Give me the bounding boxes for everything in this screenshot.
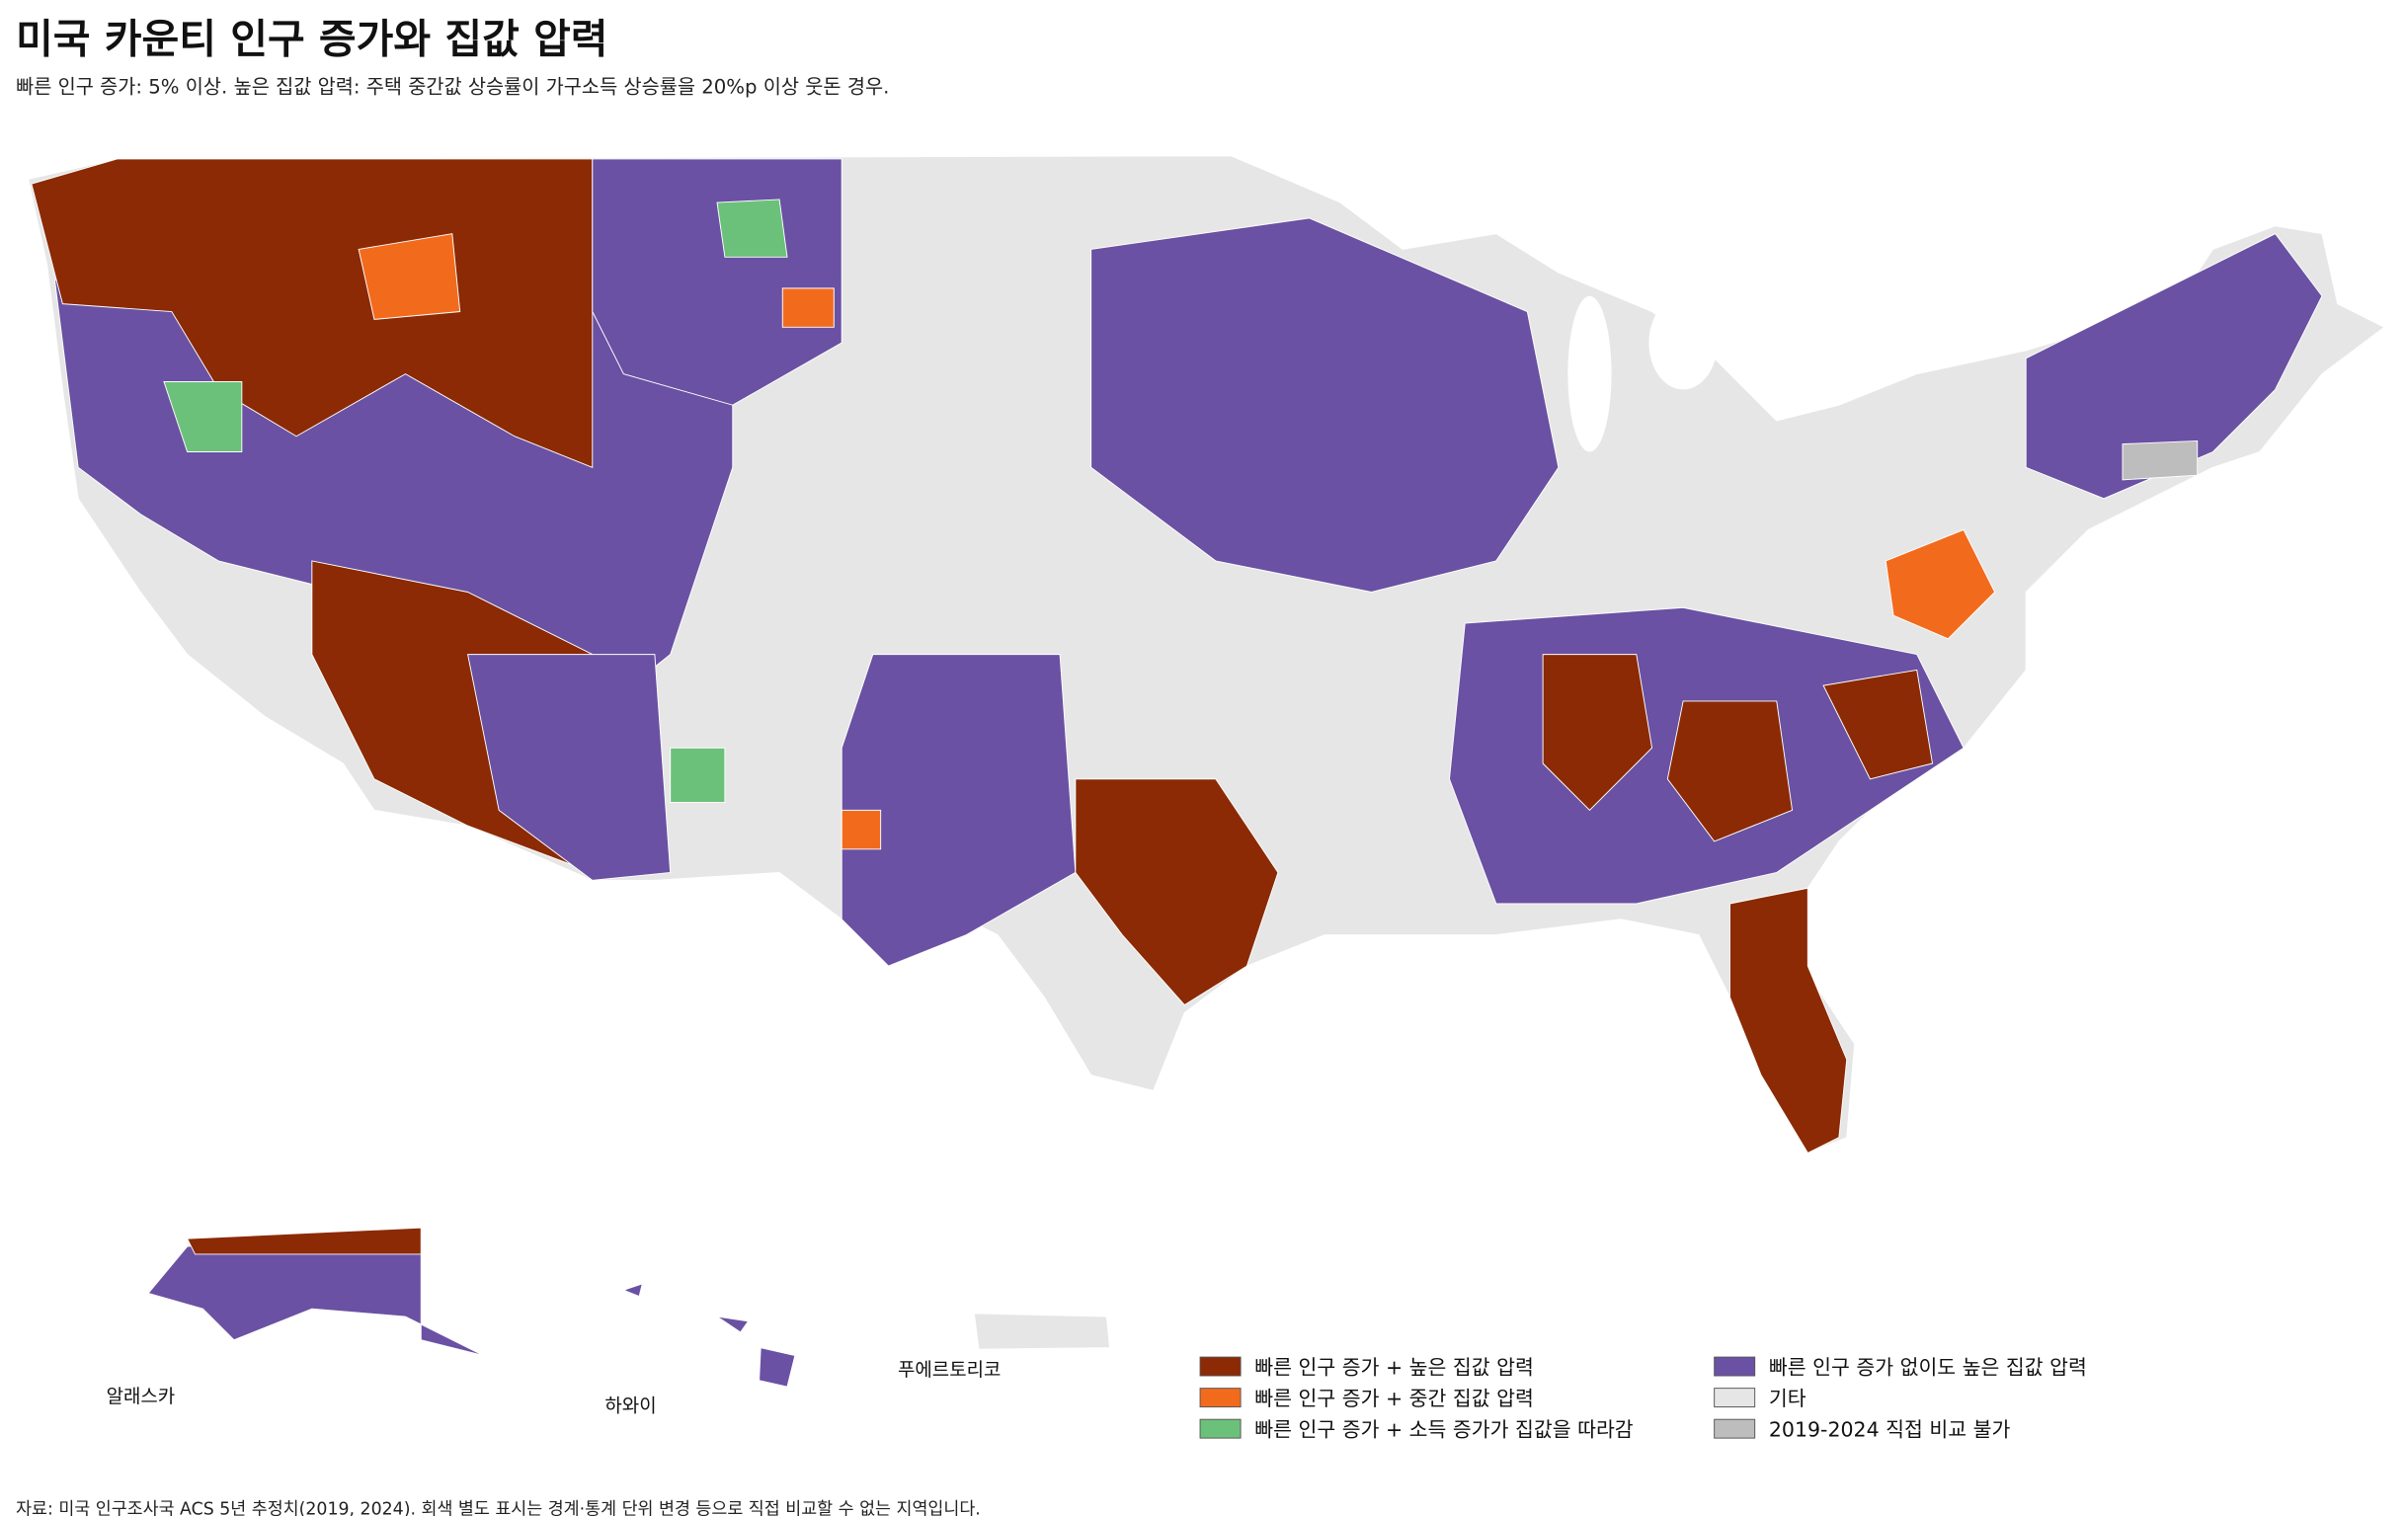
source: 자료: 미국 인구조사국 ACS 5년 추정치(2019, 2024). 회색 … [16, 1499, 981, 1516]
legend-swatch [1199, 1418, 1242, 1439]
puerto-rico [973, 1313, 1111, 1350]
us-map [28, 155, 2385, 1155]
region-florida [1728, 887, 1848, 1155]
region-midwest [1090, 217, 1560, 593]
legend-label: 빠른 인구 증가 + 중간 집값 압력 [1254, 1387, 1534, 1410]
legend-swatch [1714, 1356, 1756, 1377]
legend-label: 기타 [1769, 1387, 1806, 1410]
legend-swatch [1714, 1418, 1756, 1439]
legend-label: 빠른 인구 증가 + 높은 집값 압력 [1254, 1355, 1534, 1379]
region-orange [358, 233, 882, 850]
legend-label: 빠른 인구 증가 + 소득 증가가 집값을 따라감 [1254, 1418, 1634, 1442]
inset-label: 푸에르토리코 [898, 1359, 1001, 1381]
alaska-north [186, 1227, 422, 1255]
inset-label: 하와이 [604, 1395, 656, 1416]
hawaii [621, 1283, 796, 1388]
title: 미국 카운티 인구 증가와 집값 압력 [16, 16, 607, 63]
subtitle: 빠른 인구 증가: 5% 이상. 높은 집값 압력: 주택 중간값 상승률이 가… [16, 76, 889, 99]
legend-swatch [1714, 1388, 1756, 1408]
region-texas [1075, 778, 1279, 1006]
region-georgia [1542, 654, 1934, 842]
region-plains [841, 654, 1077, 967]
region-northeast [2025, 233, 2323, 500]
lake-huron [1648, 295, 1718, 390]
legend-swatch [1199, 1388, 1242, 1408]
lake-michigan [1567, 295, 1612, 452]
region-connecticut [2122, 439, 2199, 481]
legend-label: 2019-2024 직접 비교 불가 [1769, 1418, 2011, 1442]
inset-label: 알래스카 [107, 1386, 176, 1407]
region-virginia [1885, 528, 1996, 640]
region-southwest [467, 654, 672, 881]
legend-label: 빠른 인구 증가 없이도 높은 집값 압력 [1769, 1355, 2087, 1379]
insets: 알래스카 하와이 푸에르토리코 [107, 1227, 1111, 1416]
legend-swatch [1199, 1356, 1242, 1377]
region-green [163, 199, 788, 803]
alaska [147, 1230, 484, 1356]
